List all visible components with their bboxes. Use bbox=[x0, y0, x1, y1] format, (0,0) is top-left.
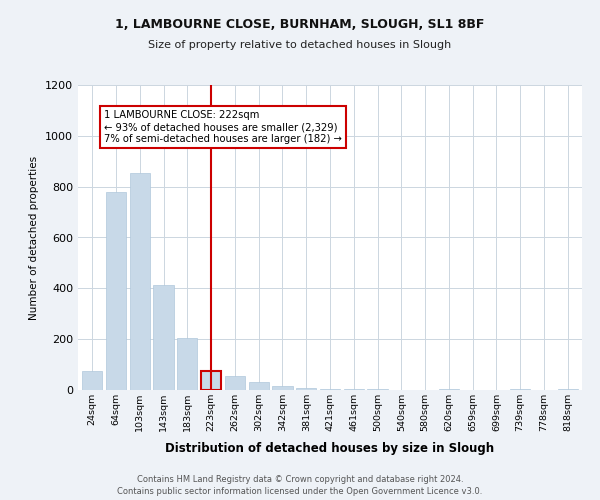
Bar bbox=[154, 284, 173, 390]
Bar bbox=[106, 192, 126, 390]
X-axis label: Distribution of detached houses by size in Slough: Distribution of detached houses by size … bbox=[166, 442, 494, 456]
Text: 1 LAMBOURNE CLOSE: 222sqm
← 93% of detached houses are smaller (2,329)
7% of sem: 1 LAMBOURNE CLOSE: 222sqm ← 93% of detac… bbox=[104, 110, 342, 144]
Bar bbox=[272, 386, 293, 390]
Bar bbox=[248, 382, 269, 390]
Bar bbox=[510, 388, 530, 390]
Text: Size of property relative to detached houses in Slough: Size of property relative to detached ho… bbox=[148, 40, 452, 50]
Bar bbox=[439, 388, 459, 390]
Bar bbox=[225, 376, 245, 390]
Bar bbox=[177, 338, 197, 390]
Y-axis label: Number of detached properties: Number of detached properties bbox=[29, 156, 40, 320]
Bar bbox=[320, 389, 340, 390]
Bar bbox=[82, 371, 103, 390]
Text: 1, LAMBOURNE CLOSE, BURNHAM, SLOUGH, SL1 8BF: 1, LAMBOURNE CLOSE, BURNHAM, SLOUGH, SL1… bbox=[115, 18, 485, 30]
Bar bbox=[296, 388, 316, 390]
Bar bbox=[130, 172, 150, 390]
Bar bbox=[344, 389, 364, 390]
Text: Contains HM Land Registry data © Crown copyright and database right 2024.
Contai: Contains HM Land Registry data © Crown c… bbox=[118, 474, 482, 496]
Bar bbox=[557, 389, 578, 390]
Bar bbox=[367, 389, 388, 390]
Bar bbox=[201, 371, 221, 390]
